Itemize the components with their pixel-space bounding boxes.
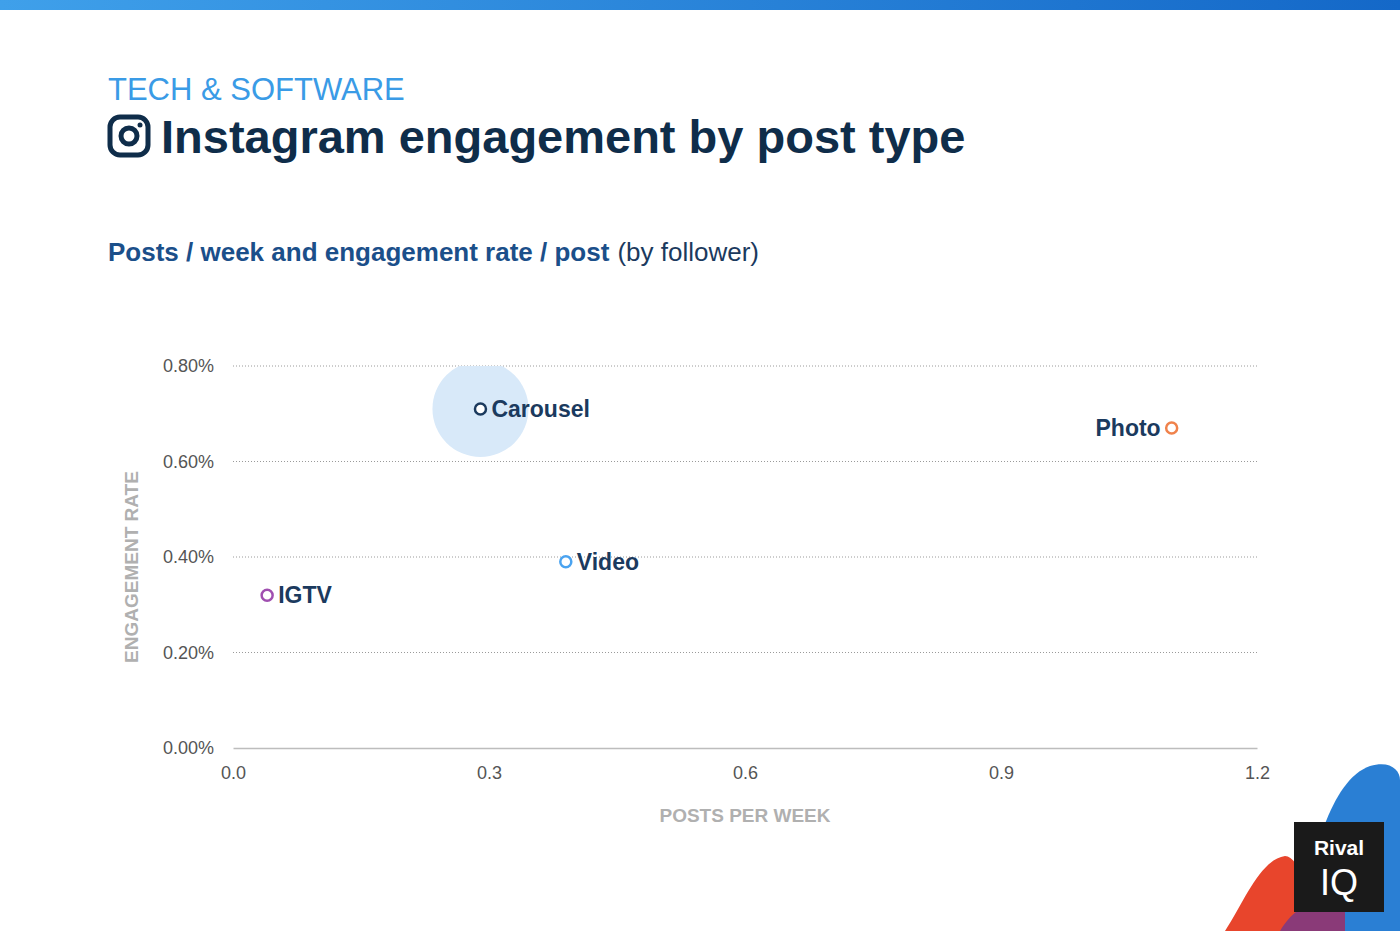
logo: Rival IQ <box>1225 764 1400 931</box>
point <box>1166 423 1177 434</box>
grid <box>233 366 1257 653</box>
x-tick-label: 0.9 <box>989 763 1014 783</box>
y-tick: 0.00% <box>163 738 233 758</box>
y-tick: 0.40% <box>163 547 233 567</box>
grid-line <box>233 366 1257 367</box>
kicker: TECH & SOFTWARE <box>108 72 405 107</box>
x-tick: 1.2 <box>1245 748 1270 783</box>
grid-line <box>233 461 1257 462</box>
chart: TECH & SOFTWAREInstagram engagement by p… <box>0 0 1400 931</box>
y-tick-label: 0.80% <box>163 356 214 376</box>
point <box>262 590 273 601</box>
x-tick-label: 0.3 <box>477 763 502 783</box>
y-tick-label: 0.20% <box>163 643 214 663</box>
grid-line <box>233 652 1257 653</box>
y-tick: 0.20% <box>163 643 233 663</box>
x-tick-label: 0.0 <box>221 763 246 783</box>
x-axis: 0.0 0.3 0.6 0.9 1.2 <box>221 748 1270 783</box>
y-axis-title: ENGAGEMENT RATE <box>121 471 142 663</box>
x-axis-title: POSTS PER WEEK <box>659 805 830 826</box>
y-tick: 0.80% <box>163 356 233 376</box>
subtitle-note: (by follower) <box>617 237 759 267</box>
logo-text: IQ <box>1320 862 1358 903</box>
x-tick: 0.3 <box>477 748 502 783</box>
top-bar <box>0 0 1400 10</box>
point-label: Photo <box>1096 415 1161 441</box>
y-axis-line <box>233 367 234 749</box>
x-tick: 0.9 <box>989 748 1014 783</box>
x-tick-label: 1.2 <box>1245 763 1270 783</box>
subtitle-main: Posts / week and engagement rate / post <box>108 237 610 267</box>
y-tick-label: 0.00% <box>163 738 214 758</box>
x-tick-label: 0.6 <box>733 763 758 783</box>
plot-area <box>262 366 1178 601</box>
point-label: Video <box>577 549 639 575</box>
point-label: Carousel <box>491 396 589 422</box>
y-axis: 0.00% 0.20% 0.40% 0.60% 0.80% <box>163 356 234 758</box>
grid-line <box>233 557 1257 558</box>
instagram-icon <box>110 117 148 155</box>
y-tick: 0.60% <box>163 452 233 472</box>
subtitle: Posts / week and engagement rate / post(… <box>108 237 759 267</box>
y-tick-label: 0.40% <box>163 547 214 567</box>
title: Instagram engagement by post type <box>161 110 965 163</box>
logo-text: Rival <box>1314 836 1364 859</box>
point-label: IGTV <box>278 582 332 608</box>
point <box>475 403 486 414</box>
y-tick-label: 0.60% <box>163 452 214 472</box>
x-tick: 0.6 <box>733 748 758 783</box>
point <box>560 556 571 567</box>
x-tick: 0.0 <box>221 748 246 783</box>
point-labels: Carousel Photo Video IGTV <box>278 396 1161 608</box>
x-axis-line <box>234 748 1258 750</box>
